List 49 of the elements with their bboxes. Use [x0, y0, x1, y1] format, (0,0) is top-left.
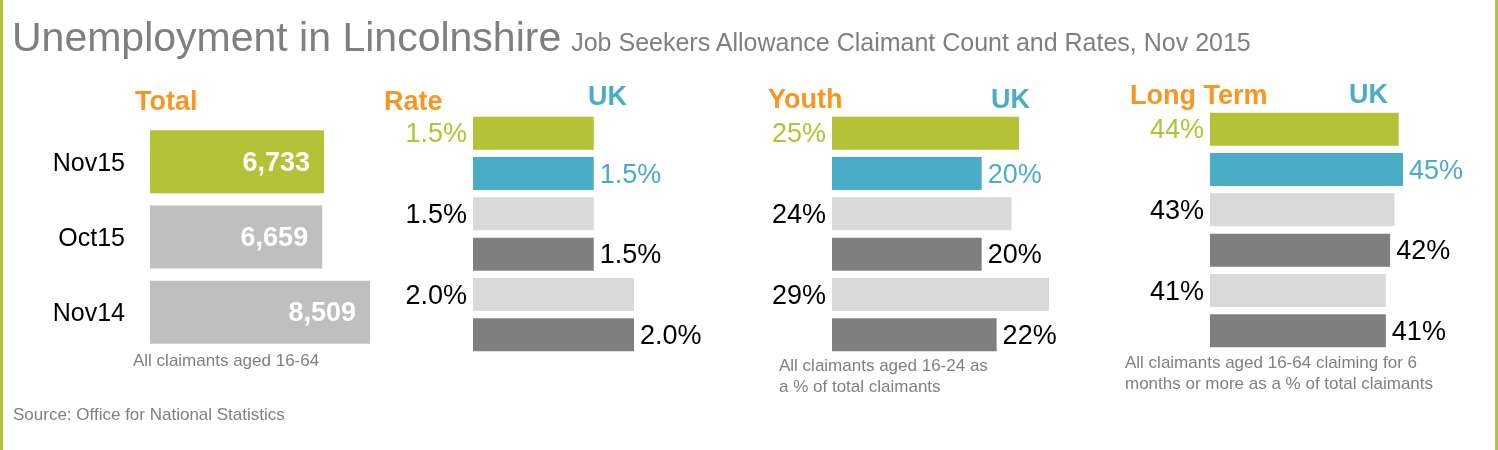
data-label: 25%: [771, 118, 826, 149]
data-label: 29%: [771, 279, 826, 310]
annotation: UK: [991, 84, 1030, 115]
bar: [832, 116, 1020, 150]
bar: [832, 278, 1049, 311]
bar: [832, 318, 997, 352]
y-tick-label: Nov15: [52, 147, 125, 176]
text: Job Seekers Allowance Claimant Count and Rates, Nov 2015: [571, 28, 1251, 56]
data-label: 1.5%: [599, 158, 662, 189]
bar: [832, 157, 982, 190]
bar: [832, 237, 982, 271]
data-label: 24%: [771, 198, 826, 229]
data-label: 1.5%: [599, 239, 662, 270]
chart-title: Rate: [384, 85, 443, 116]
y-tick-label: Oct15: [58, 223, 125, 251]
data-label: 6,733: [242, 146, 311, 177]
data-label: 8,509: [288, 297, 356, 328]
data-label: 1.5%: [405, 118, 467, 149]
bar: [1210, 112, 1399, 146]
y-tick-label: Nov14: [52, 298, 126, 327]
data-label: 20%: [987, 158, 1042, 189]
data-label: 45%: [1409, 154, 1464, 185]
source-note: Source: Office for National Statistics: [13, 404, 285, 425]
data-label: 1.5%: [405, 198, 467, 229]
data-label: 41%: [1149, 275, 1204, 306]
bar: [1210, 153, 1403, 186]
data-label: 42%: [1396, 235, 1451, 266]
bar: [1210, 274, 1386, 307]
bar: [1210, 314, 1386, 348]
data-label: 6,659: [240, 222, 309, 252]
data-label: 44%: [1149, 114, 1204, 145]
text: All claimants aged 16-64 claiming for 6 months or more as a % of total claimants: [1125, 352, 1435, 394]
text: All claimants aged 16-64: [133, 350, 321, 371]
data-label: 41%: [1391, 315, 1446, 346]
text: UK: [588, 81, 627, 112]
data-label: 2.0%: [405, 279, 467, 310]
data-label: 22%: [1002, 319, 1057, 350]
bar: [832, 197, 1012, 231]
text: All claimants aged 16-24 as a % of total claimants: [779, 355, 989, 397]
data-label: 20%: [987, 239, 1042, 270]
chart-title: Youth: [768, 83, 843, 114]
bar: [1210, 193, 1395, 227]
text: UK: [1349, 79, 1388, 110]
data-label: 43%: [1149, 194, 1204, 225]
text: Unemployment in Lincolnshire: [12, 14, 562, 60]
chart-title: Long Term: [1130, 79, 1268, 110]
data-label: 2.0%: [640, 319, 702, 350]
bar: [1210, 233, 1391, 267]
chart-title: Total: [135, 85, 198, 116]
